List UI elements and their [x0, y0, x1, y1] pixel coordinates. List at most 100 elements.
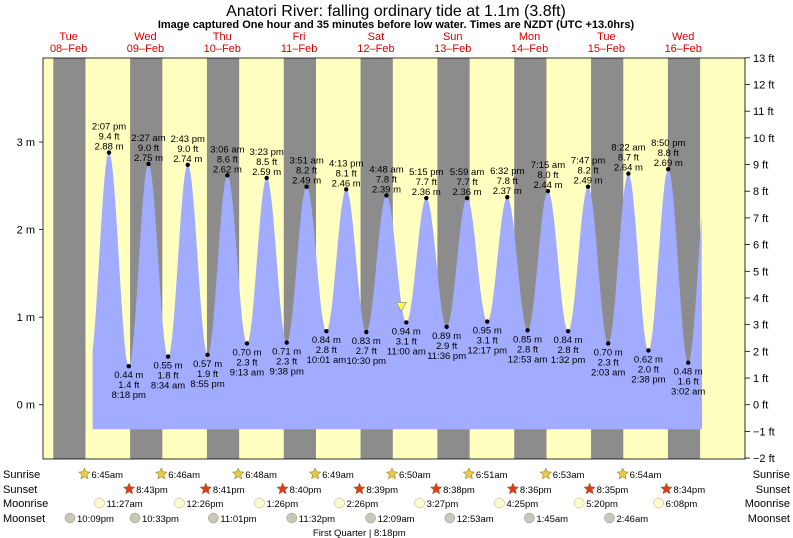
sunrise-time: 6:49am — [322, 470, 354, 481]
sunrise-time: 6:46am — [168, 470, 200, 481]
right-tick-label: 7 ft — [753, 213, 768, 225]
tide-metres: 2.49 m — [574, 176, 603, 187]
tide-metres: 0.84 m — [554, 335, 583, 346]
tide-dot — [304, 184, 309, 189]
day-weekday: Sun — [443, 31, 463, 43]
sunrise-7: 6:54am — [616, 467, 661, 481]
sunrise-time: 6:48am — [245, 470, 277, 481]
moonrise-row-label-left: Moonrise — [3, 498, 48, 510]
tide-time: 3:02 am — [671, 387, 705, 398]
tide-feet: 8.2 ft — [578, 166, 599, 177]
day-weekday: Mon — [519, 31, 540, 43]
tide-feet: 8.1 ft — [336, 168, 357, 179]
moonrise-5: 4:25pm — [494, 497, 538, 510]
low-tide-9: 0.71 m2.3 ft9:38 pm — [270, 340, 304, 378]
moonset-1: 10:33pm — [129, 512, 179, 525]
day-weekday: Sat — [368, 31, 385, 43]
tide-curve-area — [92, 152, 703, 430]
tide-time: 5:59 am — [450, 167, 484, 178]
tide-dot — [126, 363, 131, 369]
sunset-time: 8:39pm — [366, 485, 398, 496]
high-tide-10: 3:51 am8.2 ft2.49 m — [289, 156, 324, 189]
sunset-time: 8:36pm — [520, 485, 552, 496]
right-tick-label: 10 ft — [753, 133, 774, 145]
moonrise-1: 12:26pm — [174, 497, 223, 510]
moonrise-icon — [494, 497, 505, 509]
tide-feet: 2.7 ft — [356, 346, 377, 357]
moonrise-2: 1:26pm — [254, 497, 298, 510]
tide-time: 8:34 am — [151, 381, 185, 392]
tide-metres: 2.36 m — [453, 187, 482, 198]
low-tide-25: 0.70 m2.3 ft2:03 am — [591, 341, 625, 378]
tide-dot — [585, 184, 591, 189]
tide-dot — [364, 329, 369, 335]
tide-dot — [324, 328, 329, 334]
sunset-time: 8:38pm — [443, 485, 475, 496]
tide-feet: 1.4 ft — [118, 380, 139, 391]
tide-feet: 7.7 ft — [457, 177, 478, 188]
tide-dot — [244, 341, 250, 346]
sunset-time: 8:40pm — [290, 485, 322, 496]
tide-dot — [464, 195, 470, 201]
tide-metres: 0.48 m — [674, 367, 703, 378]
sunset-time: 8:34pm — [673, 485, 705, 496]
tide-time: 2:03 am — [591, 367, 625, 378]
tide-time: 11:36 pm — [427, 351, 466, 362]
tide-metres: 2.39 m — [372, 184, 401, 195]
moonset-icon — [64, 512, 76, 524]
right-tick-label: 0 ft — [753, 400, 768, 412]
tide-dot — [605, 341, 611, 346]
moonset-icon — [444, 512, 456, 524]
tide-time: 4:48 am — [369, 164, 403, 175]
tide-dot — [565, 328, 571, 334]
tide-feet: 8.7 ft — [618, 153, 639, 164]
moonrise-time: 1:26pm — [266, 499, 298, 510]
moonrise-icon — [573, 497, 585, 509]
moonset-icon — [129, 512, 141, 524]
tide-metres: 0.83 m — [352, 336, 381, 347]
moonset-2: 11:01pm — [208, 512, 257, 525]
tide-feet: 3.1 ft — [477, 336, 498, 347]
current-level-triangle — [395, 302, 407, 313]
tide-time: 12:17 pm — [467, 346, 507, 357]
low-tide-27: 0.62 m2.0 ft2:38 pm — [631, 348, 666, 385]
tide-time: 2:27 am — [131, 133, 165, 144]
tide-dot — [505, 195, 510, 200]
tide-dot — [626, 171, 631, 176]
moonrise-time: 6:08pm — [666, 499, 698, 510]
sunset-icon — [276, 482, 289, 495]
day-date: 15–Feb — [588, 43, 625, 55]
moonset-5: 12:53am — [444, 512, 494, 525]
tide-dot — [685, 360, 691, 365]
sunrise-icon — [385, 467, 399, 480]
moonset-row-label-left: Moonset — [3, 513, 45, 525]
tide-metres: 2.74 m — [173, 154, 202, 165]
tide-time: 2:38 pm — [631, 374, 665, 385]
left-tick-label: 3 m — [17, 137, 35, 149]
low-tide-29: 0.48 m1.6 ft3:02 am — [671, 360, 705, 398]
tide-feet: 8.5 ft — [256, 157, 277, 168]
tide-dot — [485, 319, 490, 324]
sunset-icon — [429, 482, 443, 495]
moonrise-icon — [94, 497, 105, 509]
moonset-time: 10:33pm — [142, 514, 179, 525]
tide-time: 2:43 pm — [171, 134, 205, 145]
moonset-time: 10:09pm — [77, 514, 114, 525]
moonset-0: 10:09pm — [64, 512, 114, 525]
sunset-6: 8:35pm — [583, 482, 628, 496]
day-date: 08–Feb — [50, 43, 87, 55]
sunrise-icon — [231, 467, 245, 480]
tide-dot — [284, 340, 289, 345]
right-tick-label: 12 ft — [753, 79, 774, 91]
moonset-row-label-right: Moonset — [748, 513, 790, 525]
sunrise-icon — [539, 467, 553, 480]
tide-feet: 3.1 ft — [396, 336, 417, 347]
moon-phase-label: First Quarter | 8:18pm — [313, 528, 406, 538]
right-tick-label: −2 ft — [753, 453, 775, 465]
tide-time: 4:13 pm — [329, 158, 363, 169]
sunset-time: 8:41pm — [213, 485, 245, 496]
